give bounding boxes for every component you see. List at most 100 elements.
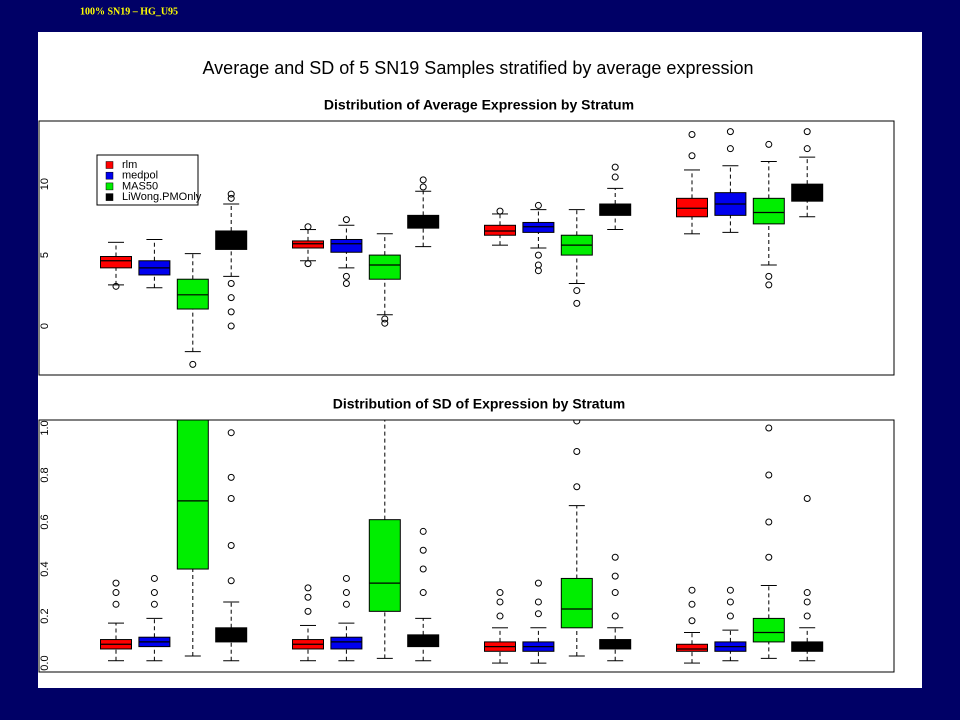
plot-area bbox=[100, 128, 824, 368]
outlier bbox=[419, 183, 427, 191]
outlier bbox=[227, 190, 235, 198]
panel bbox=[38, 32, 922, 688]
outlier bbox=[304, 593, 312, 601]
box bbox=[215, 230, 248, 250]
outlier bbox=[496, 589, 504, 597]
outlier bbox=[227, 294, 235, 302]
outlier bbox=[304, 260, 312, 268]
outlier bbox=[803, 589, 811, 597]
outlier bbox=[534, 579, 542, 587]
outlier bbox=[112, 579, 120, 587]
outlier bbox=[573, 299, 581, 307]
outlier bbox=[688, 617, 696, 625]
main-title: Average and SD of 5 SN19 Samples stratif… bbox=[203, 58, 754, 78]
outlier bbox=[150, 589, 158, 597]
legend-swatch bbox=[105, 171, 114, 180]
outlier bbox=[304, 607, 312, 615]
outlier bbox=[496, 612, 504, 620]
box bbox=[522, 221, 555, 233]
legend-label: rlm bbox=[122, 159, 137, 171]
y-tick-label: 0.0 bbox=[39, 655, 51, 670]
outlier bbox=[112, 600, 120, 608]
outlier bbox=[611, 589, 619, 597]
outlier bbox=[611, 173, 619, 181]
y-tick-label: 0.6 bbox=[39, 514, 51, 529]
box bbox=[752, 197, 785, 225]
outlier bbox=[419, 565, 427, 573]
outlier bbox=[726, 598, 734, 606]
outlier bbox=[381, 319, 389, 327]
outlier bbox=[227, 308, 235, 316]
plot-frame bbox=[38, 120, 895, 376]
outlier bbox=[342, 272, 350, 280]
outlier bbox=[496, 598, 504, 606]
outlier bbox=[381, 315, 389, 323]
outlier bbox=[112, 589, 120, 597]
outlier bbox=[803, 495, 811, 503]
legend-box bbox=[96, 154, 199, 206]
outlier bbox=[573, 287, 581, 295]
legend-swatch bbox=[105, 182, 114, 191]
outlier bbox=[765, 281, 773, 289]
outlier bbox=[227, 322, 235, 330]
box bbox=[330, 636, 363, 650]
outlier bbox=[688, 152, 696, 160]
y-tick-label: 10 bbox=[39, 178, 51, 190]
outlier bbox=[227, 279, 235, 287]
box bbox=[676, 197, 708, 218]
box bbox=[368, 254, 401, 280]
outlier bbox=[803, 598, 811, 606]
outlier bbox=[611, 612, 619, 620]
outlier bbox=[573, 420, 581, 425]
outlier bbox=[342, 589, 350, 597]
outlier bbox=[150, 574, 158, 582]
outlier bbox=[534, 251, 542, 259]
outlier bbox=[765, 471, 773, 479]
outlier bbox=[342, 574, 350, 582]
outlier bbox=[227, 194, 235, 202]
legend-label: LiWong.PMOnly bbox=[122, 191, 202, 203]
outlier bbox=[419, 589, 427, 597]
outlier bbox=[726, 145, 734, 153]
outlier bbox=[611, 163, 619, 171]
outlier bbox=[534, 610, 542, 618]
chart-title: Distribution of SD of Expression by Stra… bbox=[333, 396, 625, 412]
outlier bbox=[419, 527, 427, 535]
box bbox=[292, 240, 324, 249]
outlier bbox=[611, 572, 619, 580]
chart-title: Distribution of Average Expression by St… bbox=[324, 97, 634, 113]
box bbox=[752, 617, 785, 643]
outlier bbox=[419, 546, 427, 554]
legend-label: MAS50 bbox=[122, 180, 158, 192]
box bbox=[560, 577, 593, 629]
outlier bbox=[726, 612, 734, 620]
outlier bbox=[227, 542, 235, 550]
outlier bbox=[419, 176, 427, 184]
outlier bbox=[688, 130, 696, 138]
legend-swatch bbox=[105, 161, 114, 169]
outlier bbox=[227, 577, 235, 585]
box bbox=[407, 214, 440, 229]
outlier bbox=[611, 553, 619, 561]
outlier bbox=[765, 553, 773, 561]
y-tick-label: 0.2 bbox=[39, 608, 51, 623]
outlier bbox=[534, 201, 542, 209]
outlier bbox=[496, 207, 504, 215]
outlier bbox=[726, 128, 734, 136]
outlier bbox=[227, 429, 235, 437]
outlier bbox=[227, 473, 235, 481]
outlier bbox=[688, 600, 696, 608]
outlier bbox=[304, 223, 312, 231]
outlier bbox=[765, 518, 773, 526]
y-tick-label: 0.8 bbox=[39, 467, 51, 482]
box bbox=[330, 238, 363, 253]
outlier bbox=[534, 261, 542, 269]
box bbox=[176, 420, 209, 570]
box bbox=[176, 278, 209, 310]
outlier bbox=[342, 600, 350, 608]
outlier bbox=[227, 495, 235, 503]
box bbox=[407, 634, 440, 648]
outlier bbox=[803, 612, 811, 620]
